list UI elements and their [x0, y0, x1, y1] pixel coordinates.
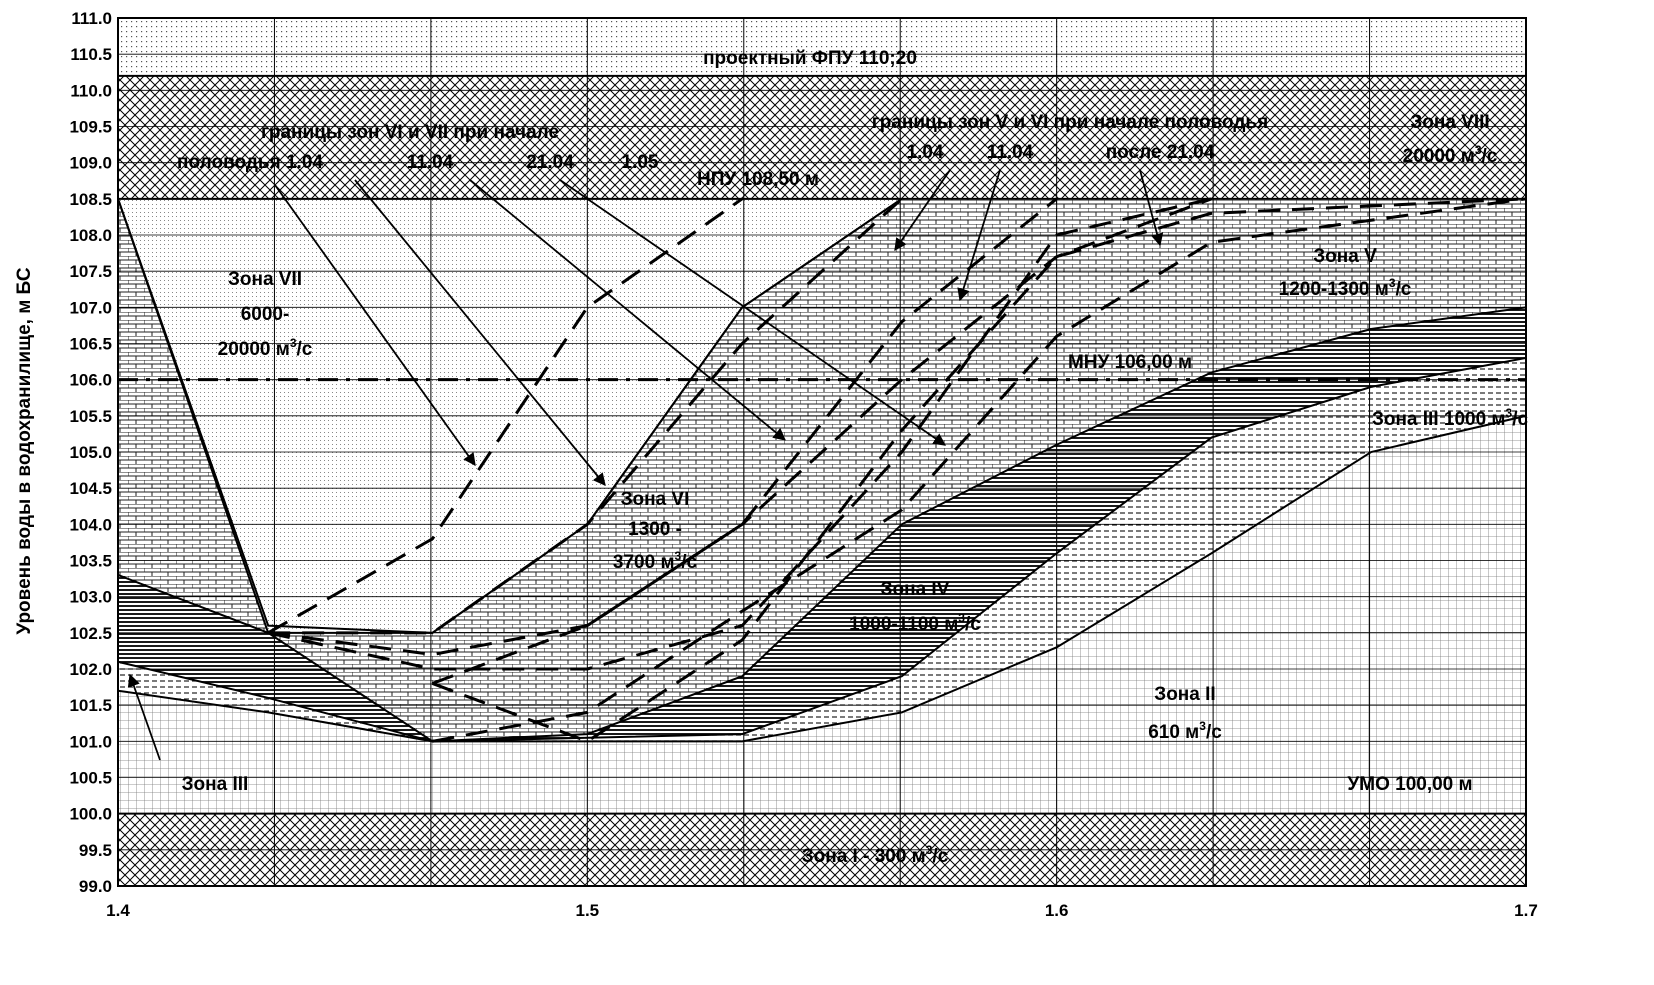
- y-tick-label: 105.5: [69, 407, 112, 426]
- x-tick-label: 1.7: [1514, 901, 1538, 920]
- y-tick-label: 107.5: [69, 262, 112, 281]
- dashed-boundary-6: [431, 197, 1527, 744]
- annotation-vivii-105: 1.05: [622, 152, 659, 173]
- annotation-vvi-104: 1.04: [907, 142, 944, 163]
- annotation-mnu: МНУ 106,00 м: [1068, 352, 1192, 373]
- dashed-boundary-7: [432, 197, 1527, 743]
- y-tick-label: 108.5: [69, 190, 112, 209]
- y-axis-label: Уровень воды в водохранилище, м БС: [14, 267, 35, 635]
- annotation-z2a: Зона II: [1154, 684, 1215, 705]
- dashed-boundary-lines: [267, 197, 1527, 744]
- annotation-arrow: [127, 673, 161, 761]
- annotation-z1: Зона I - 300 м3/с: [802, 843, 949, 867]
- zone-fpu-area: [118, 18, 1526, 76]
- annotation-z5a: Зона V: [1313, 246, 1377, 267]
- annotation-z4a: Зона IV: [881, 579, 950, 600]
- annotation-vivii-1104: 11.04: [407, 152, 454, 173]
- y-tick-label: 103.0: [69, 588, 112, 607]
- y-tick-label: 102.0: [69, 660, 112, 679]
- y-tick-label: 111.0: [71, 9, 112, 28]
- y-tick-label: 103.5: [69, 552, 112, 571]
- y-tick-label: 110.5: [70, 45, 112, 64]
- x-axis-tick-labels: 1.4 1.5 1.6 1.7: [106, 901, 1538, 920]
- annotation-arrow: [894, 169, 951, 252]
- annotation-vivii-line2: половодья 1.04: [177, 152, 323, 173]
- annotation-npu: НПУ 108,50 м: [697, 169, 819, 190]
- y-tick-label: 106.5: [69, 335, 112, 354]
- y-tick-label: 99.0: [79, 877, 112, 896]
- y-tick-label: 104.0: [69, 515, 112, 534]
- annotation-umo: УМО 100,00 м: [1347, 774, 1472, 795]
- annotation-z7a: Зона VII: [228, 269, 302, 290]
- y-tick-label: 108.0: [69, 226, 112, 245]
- boundary-zone2-top: [117, 414, 1527, 743]
- annotation-vivii-2104: 21.04: [526, 152, 574, 173]
- dashed-boundary-4: [267, 197, 1212, 671]
- annotation-arrow: [1139, 169, 1164, 247]
- y-tick-label: 102.5: [69, 624, 112, 643]
- annotation-vvi-head: границы зон V и VI при начале половодья: [872, 112, 1268, 133]
- annotation-vivii-head: границы зон VI и VII при начале: [261, 122, 559, 143]
- y-tick-label: 104.5: [69, 479, 112, 498]
- annotation-z7c: 20000 м3/с: [218, 336, 313, 360]
- y-tick-label: 100.0: [69, 805, 112, 824]
- boundary-zone4-top: [117, 306, 1527, 743]
- y-tick-label: 106.0: [69, 371, 112, 390]
- annotation-vvi-2104: после 21.04: [1106, 142, 1215, 163]
- dashed-boundary-2: [268, 197, 903, 635]
- y-tick-label: 107.0: [69, 298, 112, 317]
- zone-8-area: [118, 75, 1526, 199]
- annotation-z8a: Зона VIII: [1410, 112, 1489, 133]
- annotation-z3a: Зона III 1000 м3/с: [1372, 406, 1529, 430]
- zone-6-area: [118, 198, 1526, 742]
- y-tick-label: 109.5: [69, 118, 112, 137]
- annotation-z6c: 3700 м3/с: [613, 549, 698, 573]
- y-tick-label: 109.0: [69, 154, 112, 173]
- annotation-z6a: Зона VI: [621, 489, 690, 510]
- annotation-arrow: [559, 179, 947, 446]
- y-axis-tick-labels: 99.0 99.5 100.0 100.5 101.0 101.5 102.0 102.5 10…: [69, 9, 112, 896]
- annotation-arrows: [127, 169, 1164, 761]
- x-tick-label: 1.4: [106, 901, 130, 920]
- annotation-fpu: проектный ФПУ 110;20: [703, 48, 917, 69]
- annotation-arrow: [354, 179, 606, 486]
- zone-2-area: [118, 415, 1526, 814]
- boundary-zone3-top: [117, 356, 1527, 743]
- annotation-labels: проектный ФПУ 110;20 НПУ 108,50 м МНУ 106,…: [177, 48, 1528, 867]
- annotation-z7b: 6000-: [241, 304, 290, 325]
- y-tick-label: 101.5: [69, 696, 112, 715]
- y-tick-label: 105.0: [69, 443, 112, 462]
- annotation-z3b: Зона III: [182, 774, 249, 795]
- x-tick-label: 1.5: [576, 901, 600, 920]
- annotation-z8b: 20000 м3/с: [1403, 143, 1498, 167]
- y-tick-label: 99.5: [79, 841, 112, 860]
- annotation-arrow: [274, 184, 476, 467]
- annotation-z2b: 610 м3/с: [1148, 719, 1222, 743]
- x-tick-label: 1.6: [1045, 901, 1069, 920]
- y-tick-label: 100.5: [69, 769, 112, 788]
- annotation-vvi-1104: 11.04: [987, 142, 1034, 163]
- y-tick-label: 101.0: [69, 732, 112, 751]
- zone-boundary-lines: [117, 198, 1527, 743]
- annotation-arrow: [469, 179, 786, 441]
- annotation-arrow: [957, 169, 1001, 302]
- y-tick-label: 110.0: [70, 81, 112, 100]
- dashed-boundary-5: [431, 197, 1213, 685]
- annotation-z6b: 1300 -: [628, 519, 682, 540]
- zone-3-area: [118, 357, 1526, 742]
- plot-border: [117, 17, 1527, 887]
